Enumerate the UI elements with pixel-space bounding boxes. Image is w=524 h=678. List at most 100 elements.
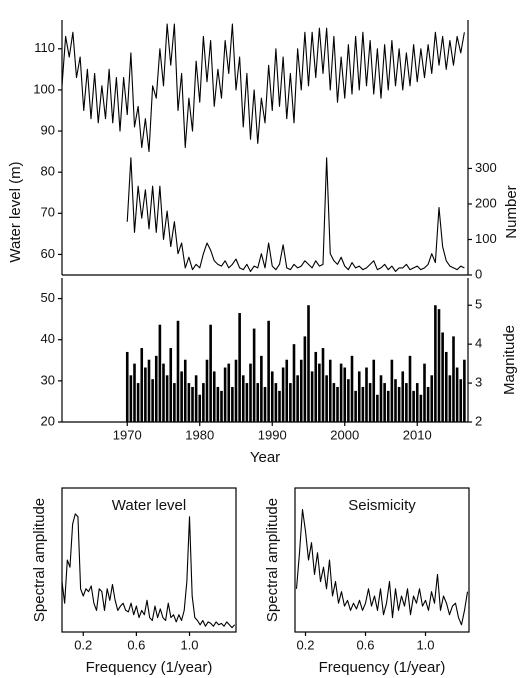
bar	[256, 383, 260, 422]
bar	[125, 351, 129, 422]
bar	[314, 351, 318, 422]
bar	[281, 367, 285, 422]
bar	[169, 348, 173, 422]
bar	[220, 390, 223, 422]
bar	[292, 344, 296, 422]
bar	[249, 363, 252, 422]
bar	[165, 375, 169, 422]
x-tick-label: 0.2	[296, 637, 314, 652]
bar	[227, 363, 231, 422]
bar	[234, 359, 238, 422]
bar	[296, 375, 299, 422]
x-tick-label: 1.0	[416, 637, 434, 652]
bar	[390, 359, 394, 422]
bar	[452, 336, 455, 422]
bar	[397, 386, 401, 422]
y2-tick-label: 2	[475, 413, 482, 428]
bar	[231, 386, 234, 422]
panel-title: Seismicity	[348, 497, 416, 514]
bar	[307, 305, 310, 422]
bar	[321, 348, 325, 422]
bar	[328, 359, 332, 422]
bar	[285, 359, 289, 422]
bar	[154, 355, 158, 422]
y-axis-label: Spectral amplitude	[264, 498, 281, 622]
bar	[318, 363, 321, 422]
bar	[310, 371, 314, 422]
bar	[350, 355, 354, 422]
bar	[238, 313, 241, 422]
bar	[430, 375, 434, 422]
x-tick-label: 1970	[113, 427, 142, 442]
x-axis-label: Frequency (1/year)	[319, 659, 446, 676]
x-axis-label: Frequency (1/year)	[86, 659, 213, 676]
y2-tick-label: 0	[475, 266, 482, 281]
panel-title: Water level	[112, 497, 186, 514]
bar	[212, 371, 216, 422]
y2-tick-label: 4	[475, 336, 482, 351]
bar	[336, 386, 339, 422]
bar	[263, 386, 267, 422]
bar	[289, 383, 292, 422]
y2-tick-label: 200	[475, 195, 497, 210]
bar	[133, 363, 136, 422]
bar	[408, 355, 412, 422]
y2-axis-label: Number	[503, 185, 520, 238]
data-line	[126, 157, 465, 272]
bar	[151, 379, 154, 422]
bar	[426, 386, 430, 422]
bar	[365, 367, 368, 422]
y-tick-label: 90	[41, 122, 55, 137]
bar	[463, 359, 466, 422]
bar	[176, 320, 180, 422]
x-tick-label: 0.6	[356, 637, 374, 652]
bar	[194, 375, 198, 422]
bar	[376, 394, 379, 422]
bar	[260, 355, 263, 422]
bar	[140, 348, 144, 422]
bar	[180, 371, 183, 422]
x-axis-label: Year	[250, 449, 280, 466]
bar	[191, 386, 194, 422]
bar	[444, 351, 448, 422]
bar	[205, 359, 209, 422]
bar	[386, 390, 390, 422]
bar	[136, 383, 140, 422]
bar	[455, 367, 459, 422]
bar	[270, 371, 274, 422]
bar	[267, 320, 270, 422]
bar	[187, 383, 191, 422]
bar	[357, 371, 361, 422]
x-tick-label: 1980	[185, 427, 214, 442]
bar	[198, 394, 202, 422]
bar	[419, 394, 423, 422]
y-tick-label: 20	[41, 413, 55, 428]
bar	[216, 386, 220, 422]
bar	[325, 375, 328, 422]
bar	[274, 383, 278, 422]
bar	[412, 390, 415, 422]
y2-tick-label: 300	[475, 160, 497, 175]
data-line	[61, 513, 236, 629]
bar	[368, 383, 372, 422]
bar	[278, 390, 281, 422]
bar	[202, 383, 205, 422]
plot-frame	[61, 487, 237, 633]
y-tick-label: 100	[33, 81, 55, 96]
bar	[379, 375, 383, 422]
y-tick-label: 50	[41, 290, 55, 305]
bar	[303, 336, 307, 422]
bar	[394, 379, 397, 422]
plot-frame	[294, 487, 470, 633]
bar	[129, 375, 133, 422]
bar	[158, 324, 162, 422]
bar	[241, 375, 245, 422]
bar	[354, 390, 357, 422]
bar	[245, 383, 249, 422]
y2-axis-label: Magnitude	[501, 325, 518, 395]
data-line	[295, 509, 469, 626]
bar	[147, 359, 151, 422]
bar	[437, 309, 441, 422]
y-axis-label: Water level (m)	[7, 161, 24, 262]
